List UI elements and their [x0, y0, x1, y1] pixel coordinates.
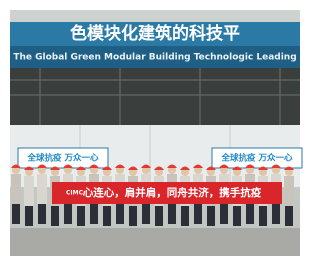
- person-part: [11, 174, 21, 204]
- person-part: [285, 206, 293, 226]
- person-part: [12, 204, 20, 224]
- person-part: [155, 206, 163, 226]
- person-part: [246, 204, 254, 224]
- person-part: [194, 204, 202, 224]
- person-part: [284, 176, 294, 206]
- person-part: [25, 206, 33, 226]
- person-part: [129, 206, 137, 226]
- person-part: [37, 174, 47, 204]
- person-part: [233, 206, 241, 226]
- sign-chinese: 色模块化建筑的科技平: [70, 23, 240, 44]
- person-part: [51, 206, 59, 226]
- person-part: [207, 206, 215, 226]
- person-part: [142, 204, 150, 224]
- banner-logo: CIMC: [66, 190, 84, 197]
- person-part: [220, 204, 228, 224]
- photo: 色模块化建筑的科技平 The Global Green Modular Buil…: [0, 0, 310, 268]
- person-part: [77, 206, 85, 226]
- person-part: [168, 204, 176, 224]
- person-part: [38, 204, 46, 224]
- building: [10, 68, 300, 128]
- person-part: [103, 206, 111, 226]
- person-part: [116, 204, 124, 224]
- person-part: [259, 206, 267, 226]
- person-part: [24, 176, 34, 206]
- banner-left-text: 全球抗疫 万众一心: [27, 153, 99, 164]
- person-part: [64, 204, 72, 224]
- ground: [10, 228, 300, 256]
- banner-slogan: 心连心，肩并肩，同舟共济，携手抗疫: [83, 186, 262, 199]
- person-part: [272, 204, 280, 224]
- page: 色模块化建筑的科技平 The Global Green Modular Buil…: [0, 0, 310, 268]
- person-part: [90, 204, 98, 224]
- person-part: [181, 206, 189, 226]
- banner-right-text: 全球抗疫 万众一心: [221, 153, 293, 164]
- sign-english: The Global Green Modular Building Techno…: [13, 53, 296, 63]
